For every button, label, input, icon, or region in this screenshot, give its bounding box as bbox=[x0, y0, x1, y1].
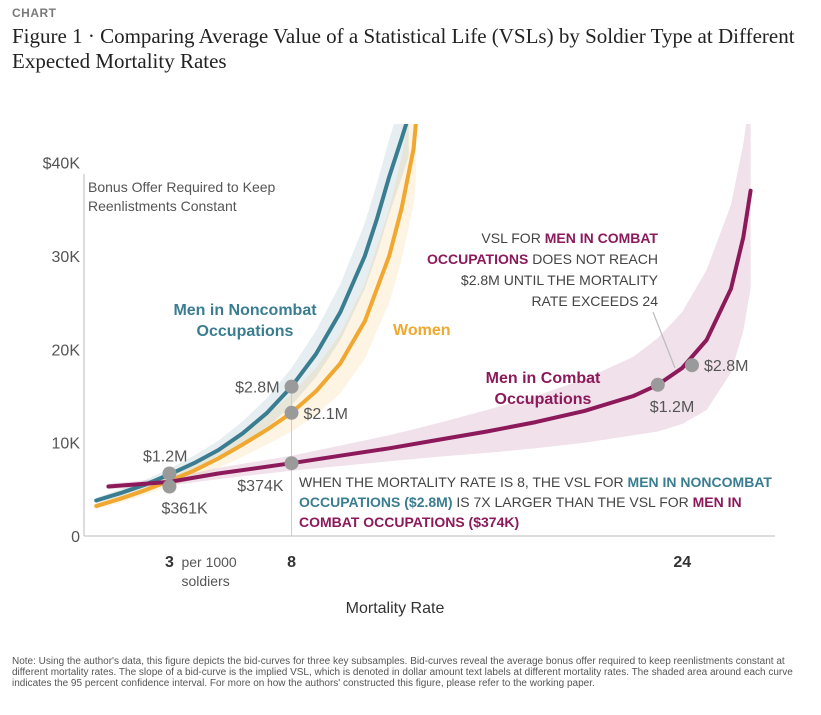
annotation-top-right-line: OCCUPATIONS DOES NOT REACH bbox=[427, 251, 658, 267]
series-line-women bbox=[94, 124, 418, 509]
marker-combat bbox=[284, 456, 299, 471]
y-axis-label-line1: Bonus Offer Required to Keep bbox=[88, 179, 276, 195]
annotation-bottom-line: WHEN THE MORTALITY RATE IS 8, THE VSL FO… bbox=[299, 474, 772, 490]
annotation-top-right-line: $2.8M UNTIL THE MORTALITY bbox=[461, 272, 659, 288]
x-tick-label: 24 bbox=[673, 554, 691, 571]
chart-svg: 0 10K 20K 30K $40K Bonus Offer Required to Ke… bbox=[43, 124, 775, 617]
marker-value-label: $1.2M bbox=[143, 448, 187, 465]
chart-labels: Men in Noncombat Occupations Women Men in C… bbox=[173, 230, 772, 530]
marker-value-label: $1.2M bbox=[650, 399, 694, 416]
series-name-noncombat-line2: Occupations bbox=[197, 323, 294, 340]
series-lines bbox=[94, 124, 753, 509]
y-tick-label: 10K bbox=[52, 436, 81, 453]
x-tick-label: 8 bbox=[287, 554, 296, 571]
data-markers: $1.2M $361K $2.8M $2.1M $374K $1.2M $2.8M bbox=[143, 358, 748, 518]
x-axis-label: Mortality Rate bbox=[346, 600, 445, 617]
marker-combat bbox=[162, 479, 177, 494]
series-line-noncombat bbox=[94, 124, 409, 503]
marker-value-label: $2.1M bbox=[304, 406, 348, 423]
series-name-women: Women bbox=[393, 322, 450, 339]
x-tick-unit-line1: per 1000 bbox=[181, 554, 236, 570]
chart-title: Figure 1 · Comparing Average Value of a … bbox=[12, 24, 795, 73]
marker-value-label: $2.8M bbox=[704, 358, 748, 375]
chart-note: Note: Using the author's data, this figu… bbox=[12, 656, 793, 689]
marker-noncombat bbox=[284, 379, 299, 394]
marker-noncombat bbox=[162, 466, 177, 481]
annotation-top-right-line: RATE EXCEEDS 24 bbox=[531, 293, 658, 309]
marker-value-label: $374K bbox=[237, 478, 284, 495]
marker-combat bbox=[650, 377, 665, 392]
ci-band-women bbox=[96, 124, 417, 509]
marker-women bbox=[284, 405, 299, 420]
chart-kicker: CHART bbox=[12, 6, 57, 20]
y-tick-label: $40K bbox=[43, 156, 81, 173]
marker-value-label: $361K bbox=[161, 501, 208, 518]
annotation-bottom-line: OCCUPATIONS ($2.8M) IS 7X LARGER THAN TH… bbox=[299, 494, 742, 510]
annotation-top-right-line: VSL FOR MEN IN COMBAT bbox=[481, 230, 658, 246]
marker-combat bbox=[684, 358, 699, 373]
annotation-leader-line bbox=[652, 311, 676, 369]
y-tick-label: 30K bbox=[52, 249, 81, 266]
series-name-combat: Men in Combat bbox=[486, 370, 601, 387]
series-line-combat bbox=[106, 188, 753, 489]
ci-band-combat bbox=[108, 124, 751, 490]
series-name-noncombat: Men in Noncombat bbox=[173, 302, 317, 319]
y-tick-label: 20K bbox=[52, 342, 81, 359]
x-tick-unit-line2: soldiers bbox=[181, 573, 229, 589]
y-axis-label-line2: Reenlistments Constant bbox=[88, 198, 237, 214]
series-name-combat-line2: Occupations bbox=[495, 391, 592, 408]
axes: 0 10K 20K 30K $40K Bonus Offer Required to Ke… bbox=[43, 156, 775, 617]
x-tick-label: 3 bbox=[165, 554, 174, 571]
annotation-bottom-line: COMBAT OCCUPATIONS ($374K) bbox=[299, 514, 519, 530]
y-tick-label: 0 bbox=[71, 529, 80, 546]
marker-value-label: $2.8M bbox=[235, 380, 279, 397]
